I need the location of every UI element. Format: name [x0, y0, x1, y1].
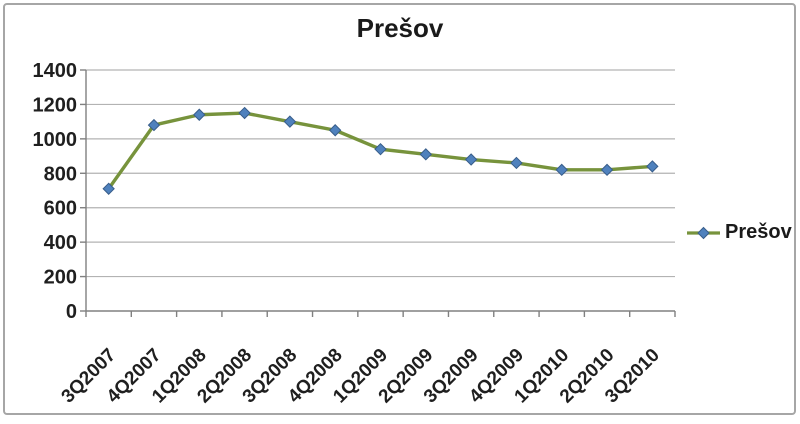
y-tick-label: 400 — [44, 232, 77, 254]
y-tick-label: 1400 — [33, 60, 78, 82]
y-tick-label: 1200 — [33, 94, 78, 116]
y-tick-label: 0 — [66, 301, 77, 323]
y-tick-label: 600 — [44, 198, 77, 220]
y-tick-label: 200 — [44, 267, 77, 289]
data-point-marker — [555, 163, 568, 177]
chart-title: Prešov — [356, 13, 444, 43]
y-tick-label: 800 — [44, 163, 77, 185]
y-tick-label: 1000 — [33, 129, 78, 151]
legend-label: Prešov — [725, 221, 792, 243]
data-point-marker — [147, 118, 161, 132]
data-point-marker — [238, 106, 251, 120]
data-point-marker — [374, 142, 387, 156]
data-point-marker — [283, 115, 297, 128]
data-point-marker — [464, 153, 478, 166]
data-point-marker — [193, 108, 206, 121]
data-point-marker — [510, 156, 523, 170]
data-point-marker — [328, 124, 342, 137]
data-point-marker — [419, 148, 433, 161]
data-point-marker — [646, 160, 659, 173]
data-point-marker — [102, 182, 115, 195]
legend: Prešov — [687, 221, 792, 244]
legend-line-marker-icon — [687, 226, 720, 239]
data-point-marker — [600, 163, 614, 177]
